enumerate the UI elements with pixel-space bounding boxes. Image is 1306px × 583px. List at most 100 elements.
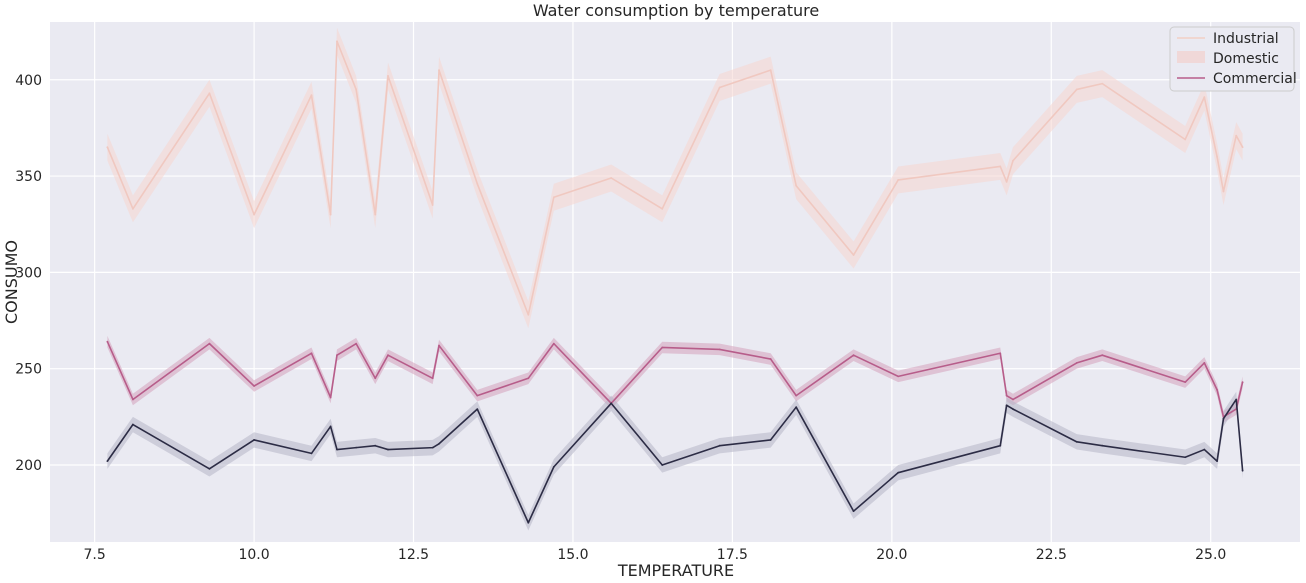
- point-commercial: [132, 398, 134, 401]
- legend-swatch-domestic: [1177, 51, 1205, 63]
- point-industrial: [795, 184, 798, 187]
- point-commercial: [336, 354, 338, 357]
- x-tick-label: 17.5: [717, 547, 748, 563]
- point-industrial: [552, 196, 555, 199]
- point-industrial: [999, 165, 1002, 168]
- x-tick-label: 22.5: [1036, 547, 1067, 563]
- point-industrial: [1203, 96, 1206, 99]
- point-industrial: [527, 313, 530, 316]
- point-commercial: [106, 340, 109, 343]
- point-industrial: [610, 177, 613, 179]
- x-axis-title: TEMPERATURE: [617, 561, 734, 580]
- point-industrial: [769, 69, 772, 72]
- point-industrial: [1012, 159, 1014, 162]
- point-industrial: [374, 213, 377, 216]
- point-series-3: [1241, 469, 1244, 472]
- point-series-3: [1012, 408, 1014, 411]
- point-series-3: [208, 467, 211, 470]
- point-industrial: [106, 146, 109, 149]
- point-series-3: [106, 460, 109, 463]
- point-series-3: [552, 465, 555, 468]
- point-industrial: [1184, 138, 1187, 141]
- y-tick-label: 300: [15, 265, 42, 281]
- point-series-3: [795, 406, 798, 409]
- point-series-3: [374, 444, 377, 447]
- point-series-3: [132, 423, 134, 426]
- point-commercial: [795, 394, 798, 397]
- point-series-3: [1235, 398, 1238, 401]
- point-series-3: [1222, 417, 1225, 420]
- point-industrial: [1075, 88, 1078, 91]
- point-commercial: [310, 352, 313, 355]
- point-commercial: [387, 354, 389, 357]
- point-series-3: [769, 439, 772, 441]
- y-axis-title: CONSUMO: [2, 240, 21, 324]
- point-series-3: [527, 521, 530, 524]
- y-tick-label: 400: [15, 73, 42, 89]
- point-commercial: [476, 394, 479, 397]
- point-commercial: [329, 396, 332, 399]
- point-commercial: [1241, 381, 1244, 384]
- point-commercial: [718, 348, 721, 351]
- point-series-3: [1101, 444, 1104, 447]
- point-commercial: [527, 377, 530, 380]
- point-commercial: [1005, 394, 1008, 397]
- point-commercial: [431, 377, 434, 380]
- legend-label-commercial: Commercial: [1213, 71, 1297, 87]
- x-tick-label: 15.0: [557, 547, 588, 563]
- y-tick-label: 250: [15, 362, 42, 378]
- point-series-3: [431, 446, 434, 449]
- y-tick-label: 200: [15, 458, 42, 474]
- point-commercial: [1216, 388, 1218, 391]
- point-industrial: [1222, 190, 1225, 193]
- point-industrial: [1101, 82, 1104, 85]
- legend-label-domestic: Domestic: [1213, 51, 1279, 67]
- x-tick-label: 10.0: [238, 547, 269, 563]
- point-series-3: [897, 471, 900, 474]
- point-series-3: [329, 425, 332, 428]
- x-tick-label: 12.5: [398, 547, 429, 563]
- point-industrial: [438, 69, 440, 72]
- point-series-3: [1075, 440, 1078, 443]
- point-series-3: [253, 439, 255, 441]
- point-series-3: [476, 408, 479, 411]
- point-series-3: [852, 510, 855, 513]
- point-series-3: [355, 446, 358, 449]
- point-commercial: [852, 354, 855, 357]
- point-series-3: [1005, 404, 1008, 407]
- point-series-3: [1203, 448, 1206, 451]
- point-commercial: [1203, 361, 1206, 364]
- point-commercial: [1101, 354, 1104, 357]
- point-commercial: [208, 342, 211, 345]
- point-industrial: [387, 75, 389, 77]
- point-industrial: [1235, 134, 1238, 137]
- legend-box: [1169, 26, 1295, 92]
- legend: Industrial Domestic Commercial: [1169, 26, 1297, 92]
- point-industrial: [718, 86, 721, 89]
- point-series-3: [438, 442, 440, 445]
- point-series-3: [1216, 460, 1218, 463]
- point-series-3: [310, 452, 313, 455]
- point-series-3: [610, 402, 613, 405]
- point-commercial: [438, 344, 440, 347]
- y-tick-labels: 200 250 300 350 400: [15, 73, 42, 474]
- point-series-3: [999, 444, 1002, 447]
- point-series-3: [661, 464, 664, 466]
- point-commercial: [661, 346, 664, 349]
- legend-label-industrial: Industrial: [1213, 31, 1279, 47]
- point-industrial: [852, 254, 855, 256]
- point-series-3: [387, 448, 389, 451]
- x-tick-labels: 7.5 10.0 12.5 15.0 17.5 20.0 22.5 25.0: [84, 547, 1227, 563]
- point-industrial: [1005, 180, 1008, 183]
- point-commercial: [897, 375, 900, 378]
- point-industrial: [329, 213, 332, 216]
- x-tick-label: 20.0: [876, 547, 907, 563]
- point-industrial: [1216, 155, 1218, 158]
- point-series-3: [1184, 456, 1187, 459]
- band-industrial: [107, 27, 1243, 329]
- point-commercial: [374, 377, 377, 380]
- point-industrial: [661, 207, 664, 210]
- point-industrial: [208, 92, 211, 95]
- point-commercial: [1184, 381, 1187, 384]
- y-tick-label: 350: [15, 169, 42, 185]
